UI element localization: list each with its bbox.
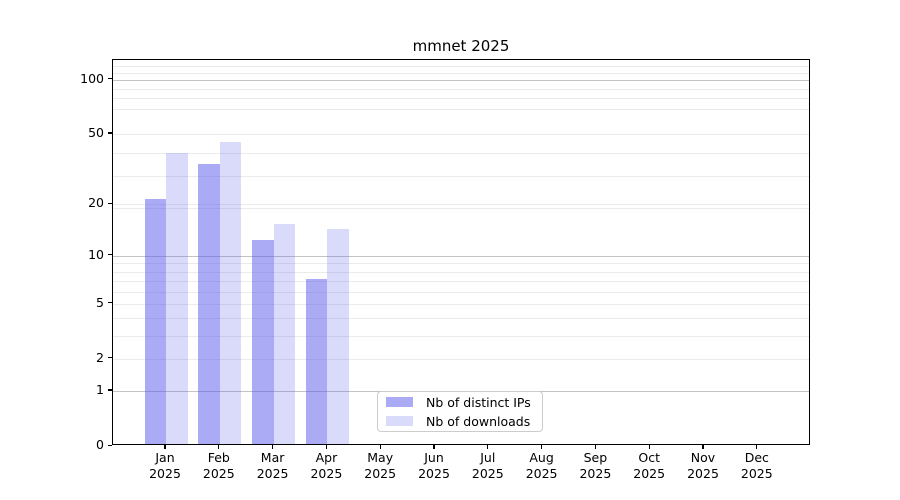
gridline-minor bbox=[113, 263, 809, 265]
bar-downloads bbox=[166, 153, 188, 444]
chart-title: mmnet 2025 bbox=[412, 37, 510, 55]
legend-box: Nb of distinct IPs Nb of downloads bbox=[377, 391, 543, 432]
gridline-minor bbox=[113, 153, 809, 155]
x-tick-label-month: Sep bbox=[583, 450, 608, 465]
legend-swatch bbox=[386, 416, 413, 426]
x-tick-label-year: 2025 bbox=[579, 466, 612, 481]
gridline-minor bbox=[113, 65, 809, 67]
x-tick-label-month: Aug bbox=[529, 450, 554, 465]
x-tick-mark bbox=[433, 445, 435, 449]
y-tick-label: 20 bbox=[88, 195, 104, 211]
gridline-minor bbox=[113, 175, 809, 177]
bar-downloads bbox=[327, 229, 349, 444]
x-tick-label-year: 2025 bbox=[310, 466, 343, 481]
gridline-minor bbox=[113, 291, 809, 293]
x-tick-mark bbox=[594, 445, 596, 449]
x-tick-label-year: 2025 bbox=[525, 466, 558, 481]
legend-row: Nb of distinct IPs bbox=[378, 393, 542, 412]
x-tick-label-month: Apr bbox=[315, 450, 338, 465]
y-tick-mark bbox=[108, 389, 112, 391]
x-tick-mark bbox=[218, 445, 220, 449]
x-tick-label-year: 2025 bbox=[418, 466, 450, 481]
x-tick-label-month: Feb bbox=[207, 450, 230, 465]
x-tick-label-month: Jun bbox=[424, 450, 444, 465]
legend-label: Nb of downloads bbox=[426, 413, 531, 429]
x-tick-label-year: 2025 bbox=[364, 466, 397, 481]
x-tick-mark bbox=[487, 445, 489, 449]
gridline-major bbox=[113, 255, 809, 257]
bar-distinct-ips bbox=[305, 278, 328, 444]
x-tick-label-month: Nov bbox=[690, 450, 716, 465]
y-tick-label: 1 bbox=[96, 381, 104, 397]
legend-label: Nb of distinct IPs bbox=[426, 394, 531, 410]
y-tick-label: 2 bbox=[96, 349, 104, 365]
y-tick-label: 50 bbox=[88, 124, 104, 140]
gridline-minor bbox=[113, 133, 809, 135]
y-tick-label: 0 bbox=[96, 437, 104, 452]
x-tick-label-year: 2025 bbox=[149, 466, 181, 481]
plot-area bbox=[112, 59, 810, 445]
x-tick-mark bbox=[648, 445, 650, 449]
x-tick-label-year: 2025 bbox=[687, 466, 719, 481]
y-tick-mark bbox=[108, 78, 112, 80]
y-tick-mark bbox=[108, 357, 112, 359]
x-tick-label-month: Dec bbox=[744, 450, 769, 465]
x-tick-mark bbox=[541, 445, 543, 449]
gridline-minor bbox=[113, 271, 809, 273]
gridline-minor bbox=[113, 280, 809, 282]
gridline-minor bbox=[113, 204, 809, 206]
x-tick-label-month: Jan bbox=[155, 450, 175, 465]
bar-distinct-ips bbox=[252, 240, 274, 444]
gridline-minor bbox=[113, 208, 809, 210]
x-tick-label-month: Mar bbox=[260, 450, 285, 465]
y-tick-mark bbox=[108, 202, 112, 204]
gridline-minor bbox=[113, 335, 809, 337]
x-tick-label-year: 2025 bbox=[740, 466, 773, 481]
bar-distinct-ips bbox=[198, 164, 220, 444]
x-tick-mark bbox=[379, 445, 381, 449]
gridline-minor bbox=[113, 88, 809, 90]
x-tick-mark bbox=[272, 445, 274, 449]
gridline-minor bbox=[113, 358, 809, 360]
bar-distinct-ips bbox=[144, 198, 166, 444]
gridline-minor bbox=[113, 98, 809, 100]
x-tick-mark bbox=[325, 445, 327, 449]
y-tick-label: 10 bbox=[88, 246, 104, 262]
gridline-minor bbox=[113, 303, 809, 305]
gridline-minor bbox=[113, 318, 809, 320]
x-tick-label-month: Jul bbox=[480, 450, 496, 465]
x-tick-label-month: Oct bbox=[638, 450, 660, 465]
x-tick-label-year: 2025 bbox=[256, 466, 289, 481]
legend-swatch bbox=[386, 397, 413, 407]
x-tick-label-year: 2025 bbox=[202, 466, 235, 481]
y-tick-label: 100 bbox=[80, 70, 104, 86]
x-tick-mark bbox=[164, 445, 166, 449]
y-tick-mark bbox=[108, 302, 112, 304]
gridline-minor bbox=[113, 72, 809, 74]
x-tick-mark bbox=[702, 445, 704, 449]
gridline-major bbox=[113, 79, 809, 81]
y-tick-mark bbox=[108, 254, 112, 256]
y-tick-mark bbox=[108, 132, 112, 134]
legend-row: Nb of downloads bbox=[378, 412, 542, 431]
y-tick-mark bbox=[108, 444, 112, 446]
bar-downloads bbox=[273, 223, 296, 444]
x-tick-label-year: 2025 bbox=[471, 466, 504, 481]
gridline-minor bbox=[113, 108, 809, 110]
bar-downloads bbox=[219, 141, 242, 444]
x-tick-label-month: May bbox=[367, 450, 394, 465]
x-tick-label-year: 2025 bbox=[633, 466, 666, 481]
x-tick-mark bbox=[756, 445, 758, 449]
y-tick-label: 5 bbox=[96, 294, 104, 310]
